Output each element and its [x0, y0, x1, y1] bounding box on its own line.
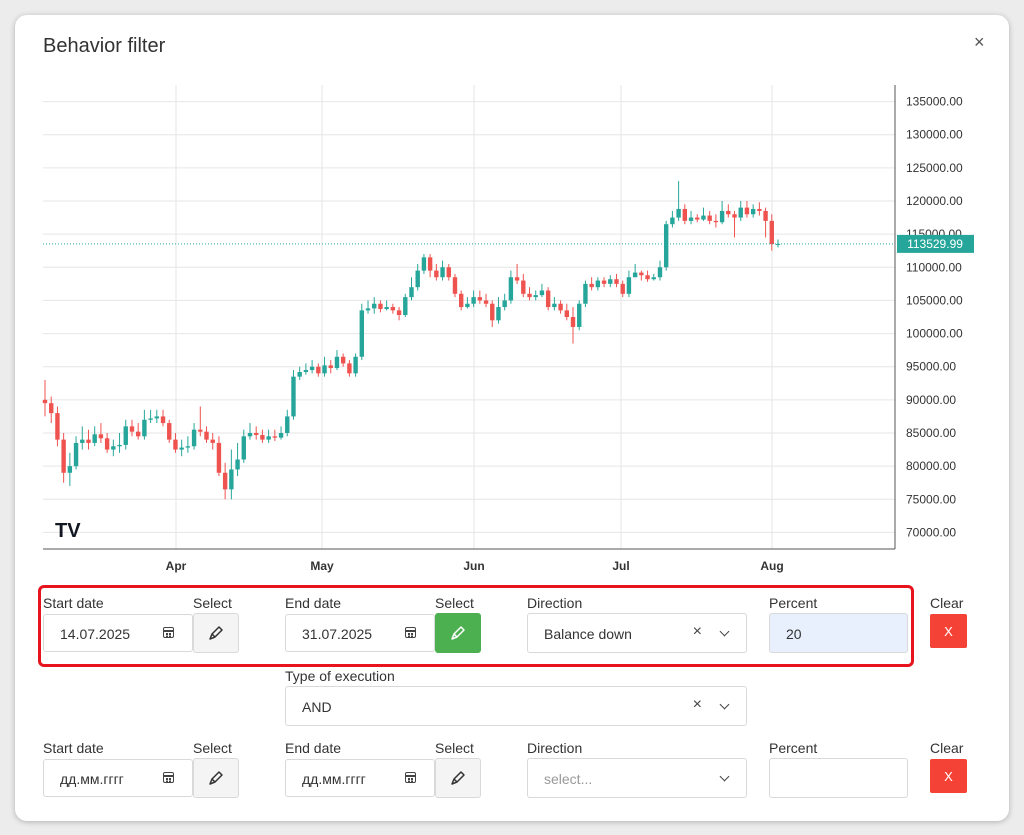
clear-selection-icon[interactable]: ×	[692, 623, 702, 640]
end-date-label: End date	[285, 595, 342, 611]
close-icon[interactable]: ×	[974, 32, 985, 52]
direction-value: Balance down	[544, 626, 632, 642]
select-end-on-chart-button[interactable]	[435, 758, 481, 798]
percent-input[interactable]	[769, 758, 908, 798]
select-end-label: Select	[435, 595, 474, 611]
start-date-placeholder: дд.мм.гггг	[60, 771, 124, 787]
start-date-value: 14.07.2025	[60, 626, 131, 642]
chevron-down-icon[interactable]	[719, 699, 730, 710]
select-end-label: Select	[435, 740, 474, 756]
direction-label: Direction	[527, 740, 583, 756]
percent-label: Percent	[769, 740, 818, 756]
select-start-label: Select	[193, 595, 232, 611]
start-date-label: Start date	[43, 740, 104, 756]
execution-type-value: AND	[302, 699, 332, 715]
execution-type-label: Type of execution	[285, 668, 395, 684]
select-start-label: Select	[193, 740, 232, 756]
percent-value: 20	[786, 626, 802, 642]
pencil-icon	[451, 771, 465, 785]
clear-row-button[interactable]: X	[930, 759, 967, 793]
pencil-icon	[451, 626, 465, 640]
pencil-icon	[209, 771, 223, 785]
end-date-value: 31.07.2025	[302, 626, 373, 642]
end-date-placeholder: дд.мм.гггг	[302, 771, 366, 787]
select-start-on-chart-button[interactable]	[193, 758, 239, 798]
end-date-input[interactable]: 31.07.2025	[285, 614, 435, 652]
dialog-title: Behavior filter	[43, 35, 166, 57]
select-start-on-chart-button[interactable]	[193, 613, 239, 653]
start-date-label: Start date	[43, 595, 104, 611]
direction-select[interactable]: select...	[527, 758, 747, 798]
active-filter-row-highlight	[38, 585, 914, 667]
clear-selection-icon[interactable]: ×	[692, 696, 702, 713]
calendar-icon[interactable]	[163, 772, 174, 783]
chevron-down-icon[interactable]	[719, 771, 730, 782]
percent-label: Percent	[769, 595, 818, 611]
chevron-down-icon[interactable]	[719, 626, 730, 637]
end-date-input[interactable]: дд.мм.гггг	[285, 759, 435, 797]
direction-label: Direction	[527, 595, 583, 611]
percent-input[interactable]: 20	[769, 613, 908, 653]
clear-label: Clear	[930, 740, 964, 756]
calendar-icon[interactable]	[405, 627, 416, 638]
pencil-icon	[209, 626, 223, 640]
execution-type-select[interactable]: AND ×	[285, 686, 747, 726]
calendar-icon[interactable]	[405, 772, 416, 783]
clear-label: Clear	[930, 595, 964, 611]
direction-select[interactable]: Balance down ×	[527, 613, 747, 653]
direction-placeholder: select...	[544, 771, 593, 787]
calendar-icon[interactable]	[163, 627, 174, 638]
end-date-label: End date	[285, 740, 342, 756]
select-end-on-chart-button[interactable]	[435, 613, 481, 653]
clear-row-button[interactable]: X	[930, 614, 967, 648]
start-date-input[interactable]: дд.мм.гггг	[43, 759, 193, 797]
start-date-input[interactable]: 14.07.2025	[43, 614, 193, 652]
